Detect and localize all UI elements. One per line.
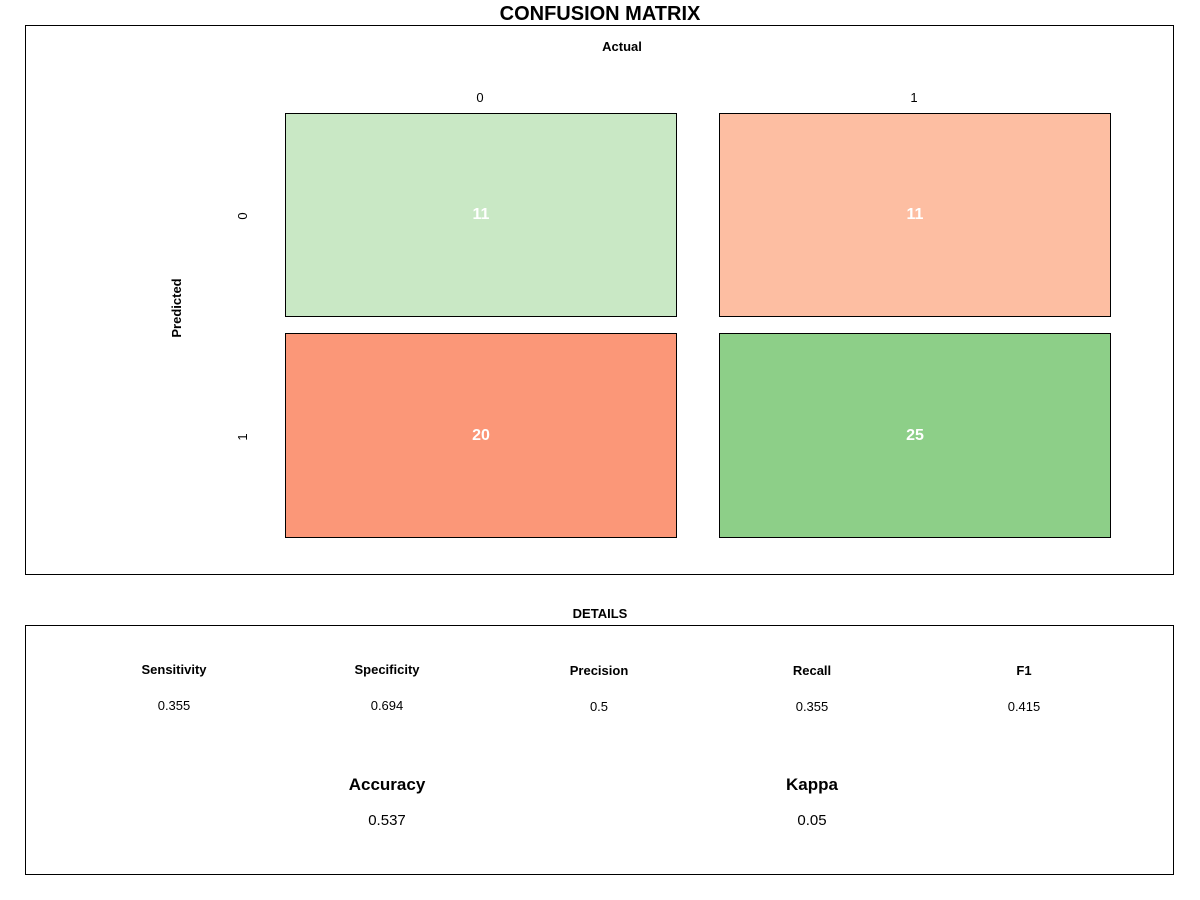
metric-name: Precision [569,663,629,678]
matrix-cell-pred1-actual0: 20 [285,333,677,538]
cell-value: 11 [906,206,924,223]
matrix-cell-pred1-actual1: 25 [719,333,1111,538]
metric-name: Recall [792,663,832,678]
metric-value: 0.415 [1007,699,1041,714]
cell-value: 25 [906,426,924,444]
metric-value: 0.5 [589,699,609,714]
metric-name: Sensitivity [141,662,207,677]
x-axis-label: Actual [602,39,642,54]
metric-kappa: Kappa 0.05 [712,775,912,830]
x-tick-label-1: 1 [910,90,918,105]
metric-precision: Precision 0.5 [514,663,684,715]
cell-value: 20 [472,426,490,444]
metric-name: F1 [1016,663,1032,678]
matrix-cell-pred0-actual1: 11 [719,113,1111,317]
metric-name: Specificity [354,662,420,677]
matrix-cell-pred0-actual0: 11 [285,113,677,317]
metric-value: 0.355 [157,698,191,713]
metric-value: 0.694 [370,698,404,713]
metric-value: 0.355 [795,699,829,714]
x-tick-label-0: 0 [476,90,484,105]
cell-value: 11 [472,206,490,223]
details-panel: Sensitivity 0.355 Specificity 0.694 Prec… [25,625,1174,875]
chart-title: CONFUSION MATRIX [499,3,701,25]
metric-recall: Recall 0.355 [727,663,897,715]
confusion-matrix-panel: Actual Predicted 0 1 0 1 11 11 20 25 [25,25,1174,575]
metric-value: 0.537 [368,812,406,829]
metric-specificity: Specificity 0.694 [302,662,472,714]
y-axis-label: Predicted [169,278,184,338]
y-tick-label-1: 1 [235,433,250,441]
metric-f1: F1 0.415 [939,663,1109,715]
metric-name: Kappa [786,775,838,794]
metric-sensitivity: Sensitivity 0.355 [89,662,259,714]
metric-name: Accuracy [348,775,426,794]
y-tick-label-0: 0 [235,212,250,220]
details-title: DETAILS [572,606,628,621]
metric-accuracy: Accuracy 0.537 [287,775,487,830]
metric-value: 0.05 [797,812,827,829]
